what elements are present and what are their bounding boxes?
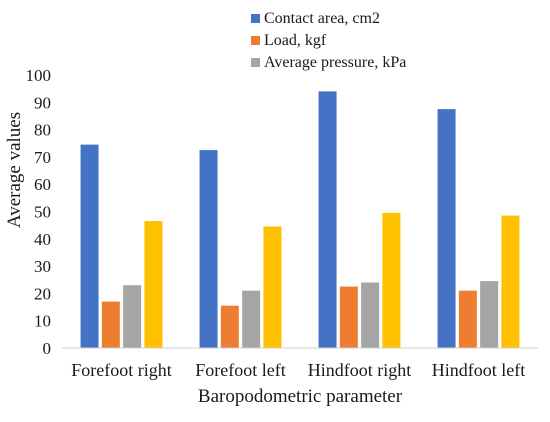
y-tick-label: 30	[34, 257, 51, 276]
bar	[144, 221, 163, 348]
bar	[318, 91, 337, 348]
y-tick-label: 60	[34, 175, 51, 194]
y-tick-label: 10	[34, 312, 51, 331]
x-axis-title: Baropodometric parameter	[198, 386, 403, 407]
bar	[480, 281, 499, 348]
bar	[263, 226, 282, 348]
y-tick-label: 100	[26, 66, 52, 85]
x-axis-categories: Forefoot right Forefoot left Hindfoot righ…	[71, 360, 525, 380]
legend-label: Average pressure, kPa	[264, 54, 406, 71]
bar	[199, 150, 218, 348]
y-tick-label: 80	[34, 121, 51, 140]
bar	[80, 144, 99, 348]
bar	[220, 305, 239, 348]
bar	[242, 290, 261, 348]
bars	[80, 91, 520, 349]
x-category-label: Hindfoot right	[308, 360, 412, 380]
bar	[437, 109, 456, 349]
y-tick-label: 20	[34, 284, 51, 303]
legend-label: Load, kgf	[264, 32, 327, 49]
bar	[458, 290, 477, 348]
bar	[361, 282, 380, 348]
y-tick-label: 70	[34, 148, 51, 167]
x-category-label: Forefoot right	[71, 360, 172, 380]
legend-swatch	[251, 36, 260, 45]
y-tick-label: 90	[34, 93, 51, 112]
bar	[501, 215, 520, 348]
y-axis-ticks: 0 10 20 30 40 50 60 70 80 90 100	[26, 66, 52, 358]
x-category-label: Forefoot left	[195, 360, 285, 380]
legend-swatch	[251, 58, 260, 67]
bar	[123, 285, 142, 348]
x-category-label: Hindfoot left	[432, 360, 525, 380]
y-tick-label: 0	[43, 339, 52, 358]
legend-swatch	[251, 14, 260, 23]
y-tick-label: 40	[34, 230, 51, 249]
bar	[382, 212, 401, 348]
y-tick-label: 50	[34, 203, 51, 222]
legend-label: Contact area, cm2	[264, 10, 380, 27]
legend: Contact area, cm2 Load, kgf Average pressu…	[251, 10, 406, 71]
bar	[101, 301, 120, 348]
bar	[339, 286, 358, 348]
y-axis-title: Average values	[4, 112, 25, 228]
